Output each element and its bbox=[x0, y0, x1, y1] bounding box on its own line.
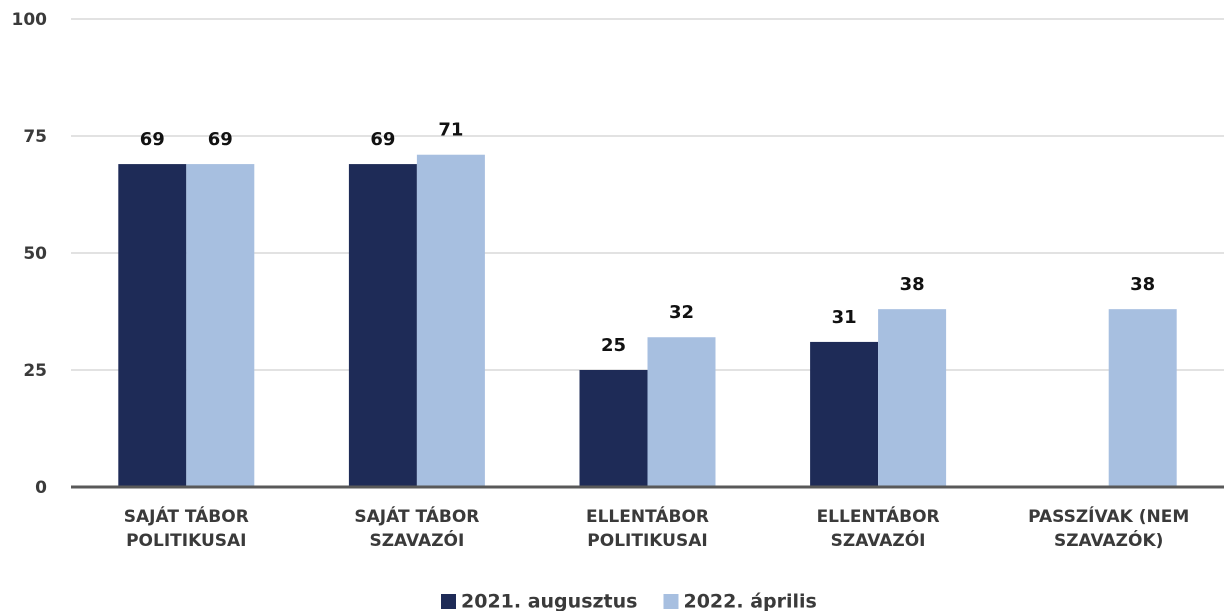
value-label: 32 bbox=[669, 302, 694, 323]
value-label: 38 bbox=[1130, 274, 1155, 295]
x-tick-label: ELLENTÁBOR SZAVAZÓI bbox=[816, 507, 940, 551]
y-tick-label: 0 bbox=[35, 478, 47, 498]
legend-label: 2021. augusztus bbox=[461, 591, 637, 611]
legend-label: 2022. április bbox=[683, 591, 816, 611]
value-label: 71 bbox=[438, 120, 463, 141]
legend-swatch bbox=[441, 594, 456, 609]
value-label: 69 bbox=[208, 129, 233, 150]
y-tick-label: 25 bbox=[23, 361, 47, 381]
value-label: 38 bbox=[900, 274, 925, 295]
y-tick-label: 100 bbox=[12, 10, 48, 30]
bar bbox=[1108, 309, 1177, 487]
x-tick-label: ELLENTÁBOR POLITIKUSAI bbox=[585, 507, 710, 551]
legend-swatch bbox=[663, 594, 679, 609]
bar bbox=[118, 164, 187, 487]
x-tick-label: SAJÁT TÁBOR POLITIKUSAI bbox=[123, 507, 249, 551]
bar bbox=[647, 337, 716, 487]
bar bbox=[878, 309, 947, 487]
bar bbox=[416, 154, 485, 487]
bar bbox=[348, 164, 417, 487]
value-label: 25 bbox=[601, 335, 626, 356]
bar bbox=[810, 341, 879, 487]
y-tick-label: 75 bbox=[23, 127, 47, 147]
x-tick-label: PASSZÍVAK (NEM SZAVAZÓK) bbox=[1028, 507, 1190, 551]
y-tick-label: 50 bbox=[23, 244, 47, 264]
value-label: 69 bbox=[140, 129, 165, 150]
value-label: 69 bbox=[370, 129, 395, 150]
value-label: 31 bbox=[832, 307, 857, 328]
x-tick-label: SAJÁT TÁBOR SZAVAZÓI bbox=[354, 507, 480, 551]
bar bbox=[186, 164, 255, 487]
bar bbox=[579, 370, 648, 487]
